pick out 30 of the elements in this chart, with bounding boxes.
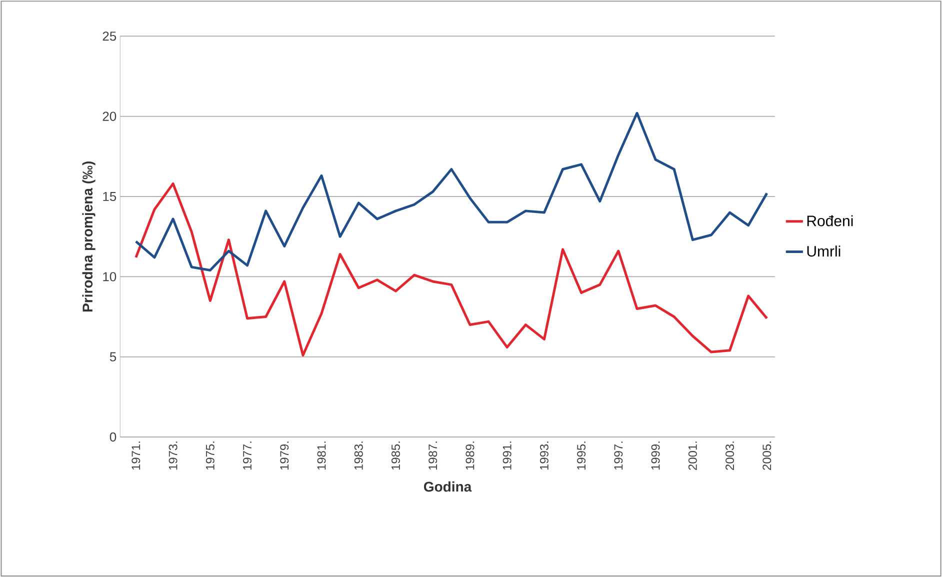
x-tick-label: 1971.	[132, 442, 140, 470]
x-tick-label: 1993.	[540, 442, 548, 470]
x-tick-label: 1991.	[502, 442, 512, 470]
legend-label: Rođeni	[807, 215, 853, 226]
x-tick-label: 2005.	[762, 442, 772, 470]
x-tick-label: 2003.	[726, 442, 734, 470]
x-axis-title: Godina	[424, 481, 472, 492]
x-tick-label: 1977.	[243, 442, 252, 470]
x-tick-label: 1985.	[391, 442, 400, 470]
y-tick-label: 5	[110, 352, 116, 362]
legend-label: Umrli	[807, 246, 840, 257]
x-tick-label: 1997.	[614, 442, 623, 470]
x-tick-label: 1983.	[354, 442, 363, 470]
y-tick-label: 15	[103, 192, 116, 201]
x-tick-label: 1975.	[206, 442, 214, 470]
line-series	[134, 182, 768, 356]
x-tick-label: 1989.	[466, 442, 474, 470]
y-tick-label: 0	[110, 432, 116, 442]
x-tick-label: 2001.	[688, 442, 697, 470]
x-tick-label: 1987.	[428, 442, 438, 470]
y-axis-title: Prirodna promjena (‰)	[82, 161, 96, 312]
x-tick-label: 1999.	[651, 442, 660, 470]
x-tick-label: 1995.	[577, 442, 586, 470]
x-tick-label: 1979.	[280, 442, 289, 470]
x-tick-label: 1973.	[168, 442, 178, 470]
y-tick-label: 20	[102, 112, 116, 121]
y-tick-label: 10	[103, 272, 116, 282]
y-tick-label: 25	[102, 32, 116, 41]
line-series	[134, 112, 768, 272]
x-tick-label: 1981.	[317, 442, 326, 470]
